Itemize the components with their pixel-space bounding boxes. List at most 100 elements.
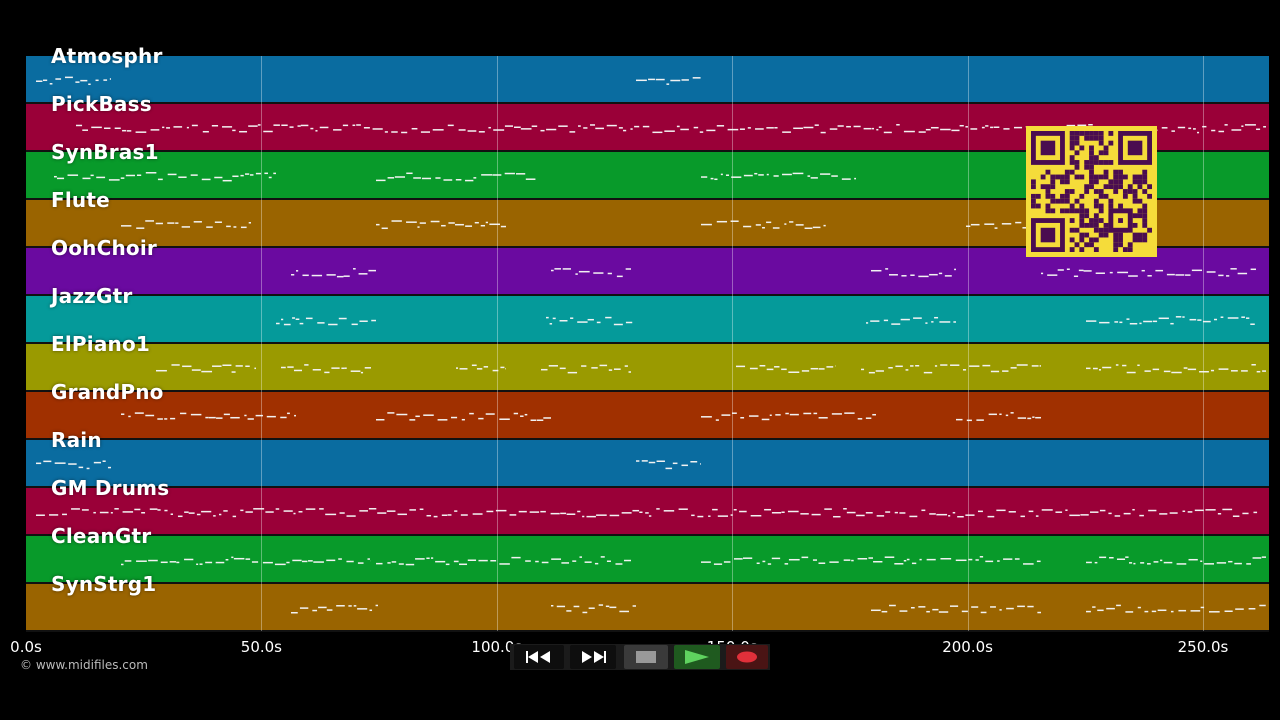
qr-module: [1069, 145, 1075, 151]
qr-module: [1050, 179, 1056, 185]
track-row[interactable]: SynStrg1: [26, 572, 1269, 632]
fast-forward-icon: [582, 651, 606, 663]
qr-module: [1132, 198, 1138, 204]
qr-module: [1069, 135, 1075, 141]
fast-forward-button[interactable]: [570, 645, 616, 669]
qr-module: [1079, 131, 1085, 136]
qr-module: [1084, 189, 1090, 194]
qr-module: [1118, 203, 1123, 209]
track-name-label: SynBras1: [51, 140, 159, 164]
track-name-label: CleanGtr: [51, 524, 152, 548]
qr-module: [1089, 174, 1094, 180]
qr-module: [1074, 150, 1080, 156]
qr-module: [1089, 184, 1094, 190]
qr-module: [1113, 174, 1119, 180]
qr-module: [1089, 222, 1094, 228]
qr-module: [1069, 140, 1075, 146]
qr-module: [1147, 184, 1152, 190]
qr-module: [1079, 232, 1085, 238]
qr-module: [1089, 169, 1094, 175]
qr-module: [1132, 232, 1138, 238]
qr-module: [1098, 218, 1104, 223]
qr-module: [1060, 193, 1065, 199]
qr-module: [1098, 227, 1104, 233]
qr-module: [1069, 160, 1075, 165]
track-row[interactable]: JazzGtr: [26, 284, 1269, 344]
qr-module: [1069, 155, 1075, 161]
track-name-label: Flute: [51, 188, 110, 212]
qr-module: [1113, 189, 1119, 194]
play-button[interactable]: [674, 645, 720, 669]
qr-module: [1074, 198, 1080, 204]
qr-module: [1064, 193, 1070, 199]
qr-module: [1035, 193, 1041, 199]
qr-module: [1074, 140, 1080, 146]
stop-icon: [636, 651, 656, 663]
track-row[interactable]: GrandPno: [26, 380, 1269, 440]
qr-module: [1098, 208, 1104, 214]
track-row[interactable]: CleanGtr: [26, 524, 1269, 584]
qr-module: [1093, 218, 1099, 223]
qr-module: [1108, 160, 1114, 165]
qr-module: [1137, 198, 1143, 204]
qr-module: [1089, 145, 1094, 151]
qr-module: [1074, 208, 1080, 214]
qr-module: [1132, 189, 1138, 194]
qr-module: [1098, 203, 1104, 209]
qr-module: [1132, 237, 1138, 243]
track-row[interactable]: GM Drums: [26, 476, 1269, 536]
rewind-button[interactable]: [514, 645, 564, 669]
qr-module: [1089, 242, 1094, 248]
qr-module: [1103, 227, 1109, 233]
track-name-label: ElPiano1: [51, 332, 151, 356]
qr-module: [1069, 203, 1075, 209]
qr-module: [1098, 189, 1104, 194]
qr-module: [1127, 184, 1133, 190]
record-button[interactable]: [726, 645, 768, 669]
play-icon: [685, 650, 709, 664]
qr-module: [1060, 198, 1065, 204]
track-row[interactable]: Rain: [26, 428, 1269, 488]
qr-module: [1084, 160, 1090, 165]
qr-module: [1137, 208, 1143, 214]
qr-module: [1118, 232, 1123, 238]
qr-module: [1050, 184, 1056, 190]
qr-module: [1103, 193, 1109, 199]
qr-module: [1050, 208, 1056, 214]
track-row[interactable]: ElPiano1: [26, 332, 1269, 392]
qr-module: [1031, 179, 1036, 185]
qr-module: [1040, 184, 1046, 190]
track-name-label: PickBass: [51, 92, 152, 116]
qr-module: [1122, 193, 1128, 199]
qr-module: [1064, 174, 1070, 180]
qr-module: [1093, 189, 1099, 194]
qr-module: [1069, 237, 1075, 243]
qr-module: [1069, 247, 1075, 252]
qr-module: [1093, 237, 1099, 243]
qr-module: [1040, 140, 1056, 156]
qr-module: [1098, 193, 1104, 199]
qr-module: [1127, 242, 1133, 248]
copyright-text: © www.midifiles.com: [20, 658, 148, 672]
qr-module: [1045, 208, 1051, 214]
qr-module: [1098, 131, 1104, 136]
qr-module: [1122, 247, 1128, 252]
qr-module: [1118, 169, 1123, 175]
qr-module: [1084, 208, 1090, 214]
qr-module: [1132, 174, 1138, 180]
qr-module: [1147, 227, 1152, 233]
track-row[interactable]: Atmosphr: [26, 44, 1269, 104]
qr-module: [1069, 227, 1075, 233]
qr-module: [1079, 208, 1085, 214]
qr-module: [1074, 174, 1080, 180]
qr-module: [1084, 164, 1090, 170]
gridline: [1203, 56, 1204, 631]
qr-module: [1079, 145, 1085, 151]
gridline: [967, 56, 969, 631]
qr-module: [1108, 131, 1114, 136]
qr-module: [1089, 155, 1094, 161]
track-name-label: SynStrg1: [51, 572, 157, 596]
stop-button[interactable]: [624, 645, 668, 669]
qr-module: [1142, 208, 1148, 214]
qr-module: [1084, 232, 1090, 238]
